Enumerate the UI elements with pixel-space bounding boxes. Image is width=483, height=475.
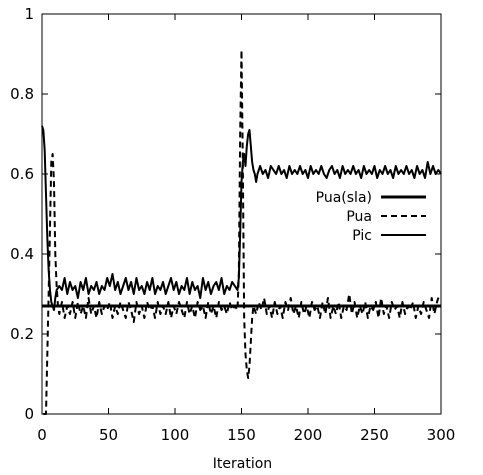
x-tick-label: 150 (227, 426, 256, 444)
series-line-2 (41, 125, 442, 311)
x-tick-label: 250 (360, 426, 389, 444)
legend: Pua(sla) Pua Pic (316, 190, 426, 244)
axis-ticks (41, 13, 442, 415)
x-tick-label: 200 (294, 426, 323, 444)
plot-series (41, 49, 442, 415)
x-tick-label: 0 (37, 426, 47, 444)
y-tick-label: 0.2 (10, 325, 34, 343)
y-tick-label: 1 (24, 5, 34, 23)
legend-label-1: Pua (346, 209, 372, 225)
y-tick-label: 0.6 (10, 165, 34, 183)
y-tick-label: 0.8 (10, 85, 34, 103)
x-tick-label: 300 (427, 426, 456, 444)
x-axis-label: Iteration (213, 456, 272, 472)
legend-label-2: Pic (352, 228, 372, 244)
x-tick-label: 100 (161, 426, 190, 444)
y-tick-label: 0.4 (10, 245, 34, 263)
x-tick-label: 50 (99, 426, 118, 444)
tick-labels: 0 50 100 150 200 250 300 0 0.2 0.4 0.6 0.8 1 (10, 5, 455, 444)
y-tick-label: 0 (24, 405, 34, 423)
series-line-1 (43, 49, 441, 415)
legend-label-0: Pua(sla) (316, 190, 372, 206)
